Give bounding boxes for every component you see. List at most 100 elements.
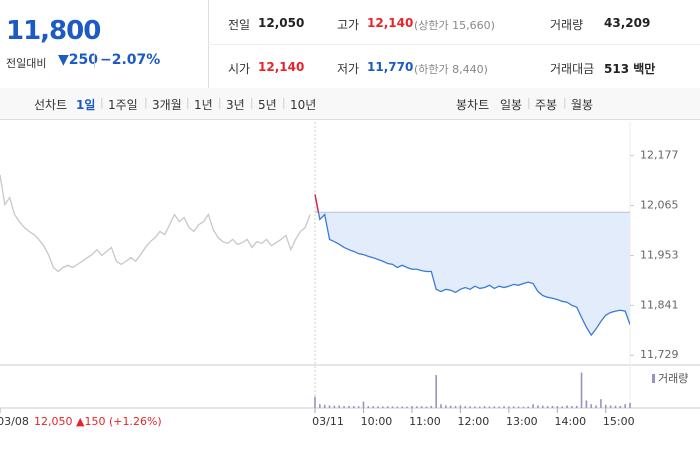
volume-bar — [619, 405, 622, 408]
volume-bar — [319, 404, 321, 408]
stat-label: 전일 — [228, 18, 251, 32]
candle-tab[interactable]: 주봉 — [535, 98, 558, 112]
tabs: 선차트 1일 1주일 | 3개월 | 1년 | 3년 | 5년 | 10년 | 봉차트 일봉 주봉 | 월봉 | — [0, 96, 700, 114]
period-tab[interactable]: 3년 — [226, 98, 245, 112]
divider — [208, 44, 700, 45]
volume-bar — [537, 405, 539, 408]
current-price: 11,800 — [6, 16, 101, 46]
price-line — [0, 174, 311, 273]
volume-bar — [546, 406, 549, 408]
y-tick-label: 11,953 — [640, 248, 679, 261]
volume-bar — [571, 406, 573, 408]
volume-bar — [352, 406, 355, 408]
tab-separator: | — [250, 96, 254, 109]
volume-bar — [382, 406, 384, 408]
y-tick-label: 11,729 — [640, 348, 679, 361]
volume-bar — [333, 405, 336, 408]
stat-label: 거래량 — [550, 18, 584, 32]
volume-bar — [488, 406, 491, 408]
volume-bar — [415, 406, 418, 408]
volume-bar — [629, 402, 631, 408]
stat-value: 12,140 — [367, 16, 414, 30]
x-tick-label: 03/11 — [312, 415, 344, 428]
stat-label: 거래대금 — [550, 62, 595, 76]
tab-separator: | — [282, 96, 286, 109]
volume-bar — [614, 405, 617, 408]
volume-bar — [561, 406, 563, 408]
volume-bar — [396, 406, 399, 408]
x-tick-label: 13:00 — [506, 415, 538, 428]
stat-label: 고가 — [337, 18, 360, 32]
volume-bar — [372, 406, 374, 408]
volume-bar — [459, 405, 462, 408]
tab-separator: | — [563, 96, 567, 109]
stat-value: 43,209 — [604, 16, 651, 30]
volume-bar — [343, 406, 345, 408]
volume-bar — [551, 405, 554, 408]
tab-group-label: 선차트 — [34, 98, 68, 112]
period-tab[interactable]: 1주일 — [108, 98, 138, 112]
tab-separator: | — [186, 96, 190, 109]
stat-value: 12,140 — [258, 60, 305, 74]
volume-bar — [580, 372, 583, 408]
tab-group-label: 봉차트 — [456, 98, 490, 112]
tab-separator: | — [527, 96, 531, 109]
volume-bar — [420, 406, 423, 408]
x-tick-label: 14:00 — [554, 415, 586, 428]
tab-bar — [0, 88, 700, 120]
x-tick-label: 12:00 — [458, 415, 490, 428]
volume-bar — [517, 406, 520, 408]
volume-bar — [575, 405, 578, 408]
stat-label: 저가 — [337, 62, 360, 76]
volume-bar — [425, 406, 428, 408]
volume-bar — [474, 406, 476, 408]
legend-label: 거래량 — [658, 372, 688, 385]
volume-bar — [357, 406, 360, 408]
volume-bar — [454, 406, 457, 408]
volume-bar — [406, 406, 408, 408]
volume-bar — [498, 406, 500, 408]
x-tick-label: 03/08 — [0, 415, 29, 428]
tab-separator: | — [144, 96, 148, 109]
annotation: 12,050 ▲150 (+1.26%) — [34, 415, 162, 428]
x-tick-label: 15:00 — [603, 415, 635, 428]
volume-bar — [595, 405, 597, 408]
y-tick-label: 12,065 — [640, 199, 679, 212]
area-fill — [315, 194, 630, 336]
volume-bar — [411, 406, 413, 408]
legend-swatch — [652, 374, 655, 383]
price-line — [314, 194, 630, 337]
stat-value: 12,050 — [258, 16, 305, 30]
volume-bar — [367, 406, 370, 408]
period-tab[interactable]: 1년 — [194, 98, 213, 112]
volume-bar — [508, 406, 510, 408]
volume-bar — [435, 375, 437, 408]
candle-tab[interactable]: 일봉 — [500, 98, 523, 112]
stat-value: 513 백만 — [604, 62, 656, 76]
volume-bar — [503, 406, 505, 408]
stat-note: (상한가 15,660) — [414, 19, 495, 32]
volume-bar — [512, 406, 515, 408]
tab-separator: | — [218, 96, 222, 109]
period-tab[interactable]: 1일 — [76, 98, 96, 112]
volume-bar — [566, 405, 568, 408]
volume-bar — [483, 406, 486, 408]
volume-bar — [493, 406, 496, 408]
change-label: 전일대비 — [6, 57, 47, 70]
period-tab[interactable]: 5년 — [258, 98, 277, 112]
period-tab[interactable]: 10년 — [290, 98, 317, 112]
volume-bar — [314, 396, 316, 408]
stat-note: (하한가 8,440) — [414, 63, 488, 76]
volume-bar — [478, 406, 481, 408]
change-rate: −2.07% — [100, 52, 161, 68]
volume-bar — [464, 406, 467, 408]
period-tab[interactable]: 3개월 — [152, 98, 182, 112]
volume-bar — [532, 404, 534, 408]
volume-bar — [469, 406, 471, 408]
volume-bar — [348, 405, 350, 408]
volume-bar — [522, 406, 525, 408]
volume-bar — [590, 404, 593, 408]
candle-tab[interactable]: 월봉 — [571, 98, 594, 112]
volume-bar — [391, 406, 394, 408]
